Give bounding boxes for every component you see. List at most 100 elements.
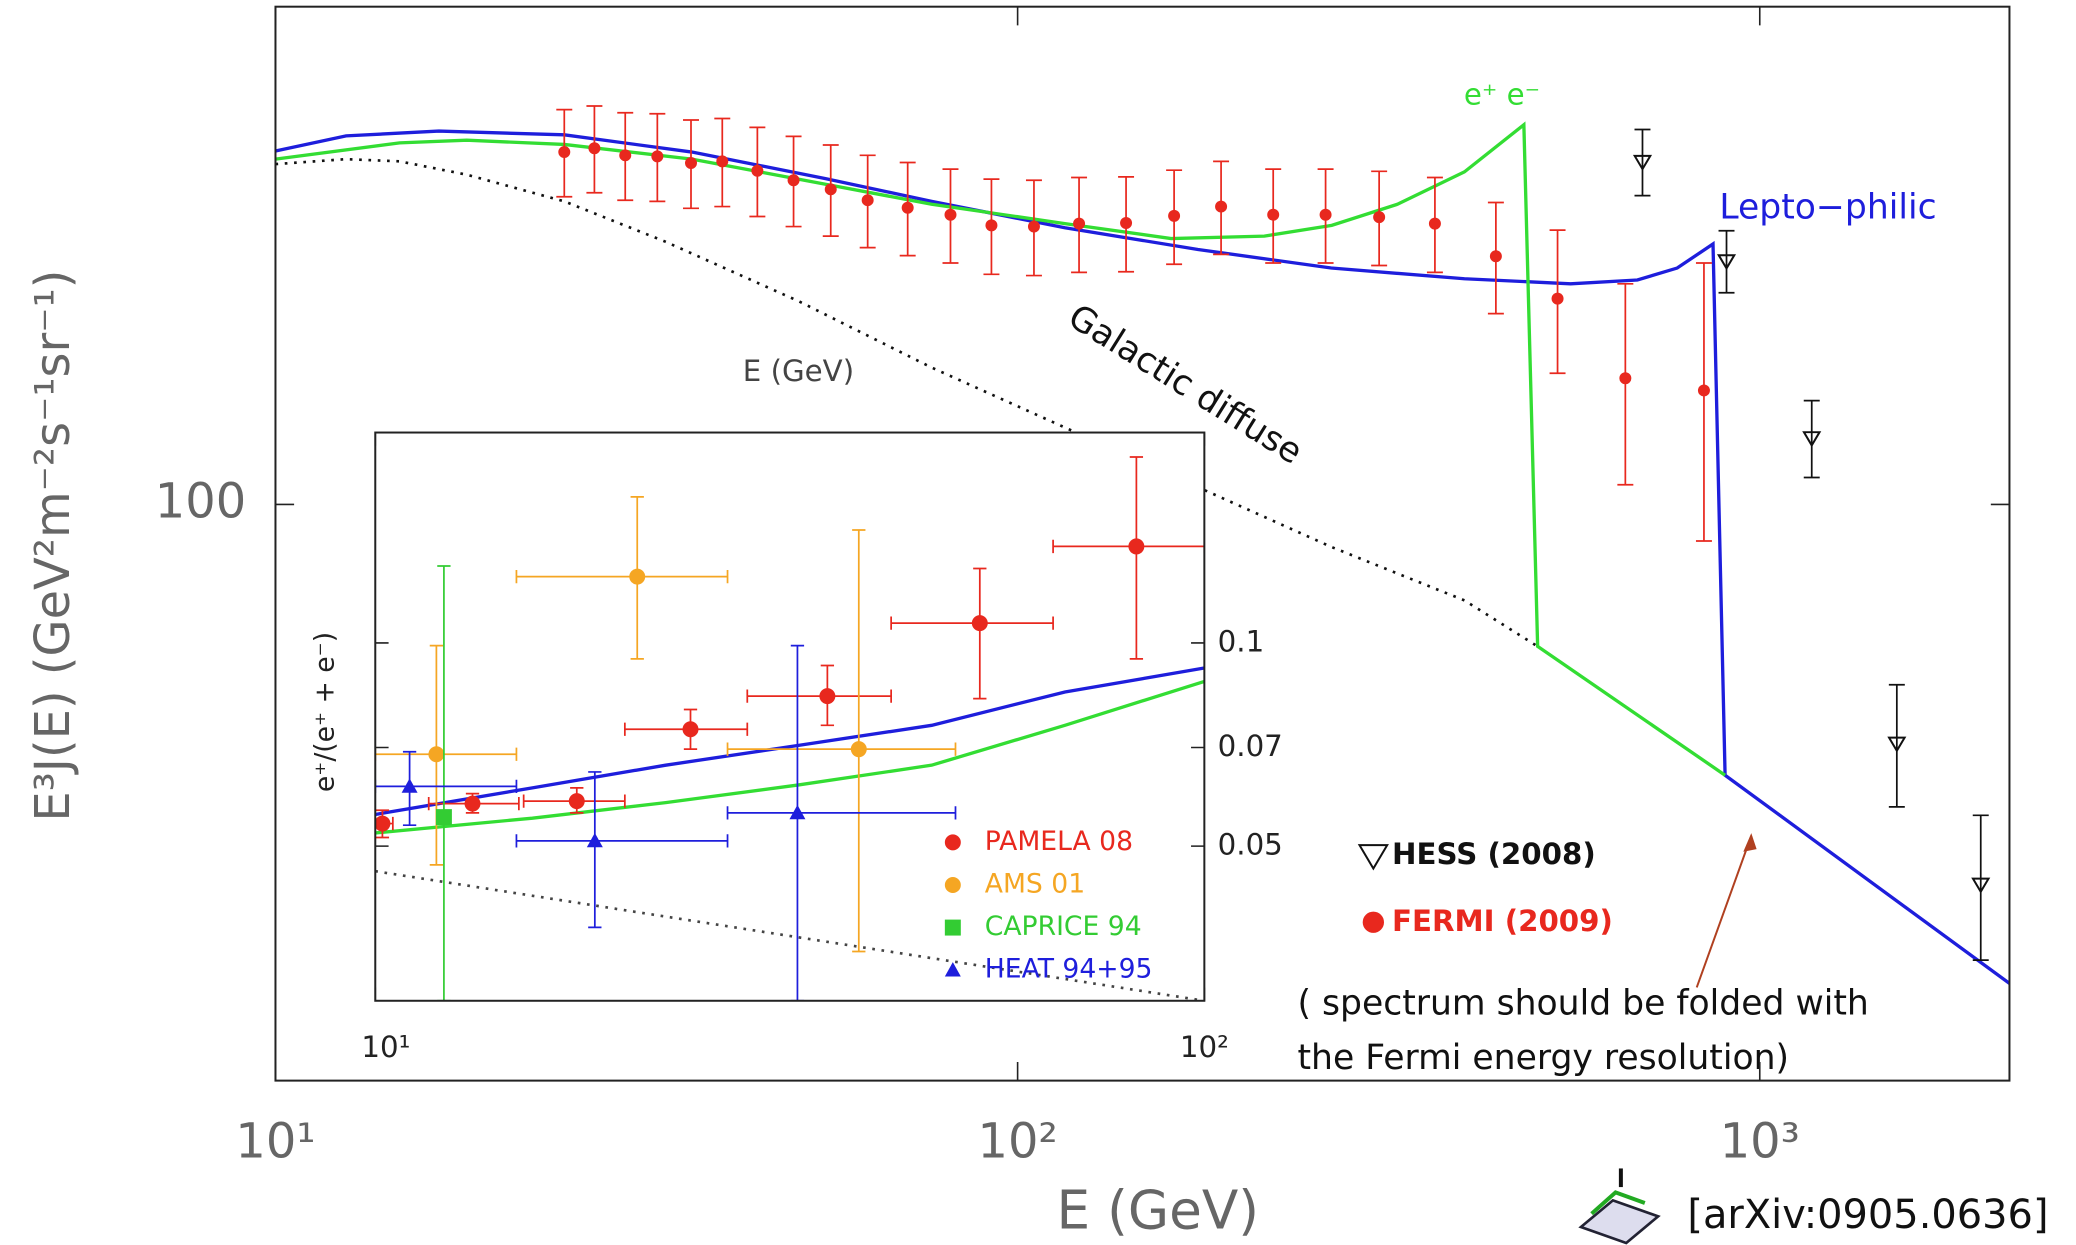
curve — [375, 869, 1205, 1001]
error-bar-x — [746, 689, 892, 703]
marker — [685, 157, 697, 169]
marker — [1551, 292, 1564, 305]
error-bar-y — [973, 567, 987, 700]
marker — [1120, 217, 1133, 229]
error-bar — [1695, 262, 1712, 542]
marker — [682, 721, 699, 738]
inset-y-axis-label: e⁺/(e⁺ + e⁻) — [310, 632, 341, 792]
arrow — [1695, 835, 1753, 988]
x-tick-label: 10¹ — [361, 1030, 410, 1064]
x-tick-label: 10² — [978, 1114, 1058, 1169]
error-bar-x — [375, 779, 518, 794]
marker — [1373, 211, 1386, 224]
marker — [1489, 250, 1502, 263]
marker — [1073, 217, 1086, 230]
marker — [850, 741, 867, 758]
legend-marker — [1362, 911, 1384, 933]
marker — [716, 155, 729, 168]
legend-marker — [944, 834, 961, 851]
marker — [568, 793, 585, 810]
y-tick-label: 0.05 — [1218, 828, 1283, 862]
marker — [861, 194, 874, 207]
marker — [1632, 154, 1653, 172]
marker — [1128, 538, 1145, 555]
error-bar-x — [726, 742, 957, 756]
marker — [1215, 200, 1228, 213]
x-tick-label: 10³ — [1720, 1114, 1800, 1169]
error-bar-y — [852, 529, 866, 953]
marker — [944, 208, 957, 221]
series-label: e⁺ e⁻ — [1464, 77, 1540, 111]
legend-label: FERMI (2009) — [1392, 904, 1613, 938]
curve — [275, 121, 1727, 777]
legend-label: PAMELA 08 — [985, 826, 1133, 857]
marker — [824, 183, 837, 196]
marker — [435, 809, 452, 826]
marker — [586, 832, 603, 848]
legend-label: AMS 01 — [985, 868, 1085, 899]
legend-marker — [944, 877, 961, 893]
marker — [588, 142, 601, 155]
marker — [787, 174, 800, 187]
curve — [375, 666, 1205, 817]
marker — [401, 778, 418, 793]
error-bar-y — [790, 644, 805, 1001]
legend-label: CAPRICE 94 — [985, 911, 1142, 942]
y-tick-label: 0.1 — [1218, 624, 1265, 658]
error-bar — [1803, 399, 1820, 479]
arrow-head — [1743, 833, 1757, 852]
legend-marker — [944, 919, 961, 936]
inset-background — [375, 432, 1205, 1001]
marker — [558, 146, 571, 159]
plot-frame — [274, 5, 2011, 1082]
annotation: the Fermi energy resolution) — [1298, 1038, 1790, 1078]
error-bar-y — [437, 565, 451, 1001]
marker — [375, 815, 391, 832]
legend-marker — [944, 962, 961, 977]
marker — [1971, 877, 1991, 894]
series-label: Lepto−philic — [1719, 187, 1936, 227]
plot-frame — [374, 431, 1206, 1002]
marker — [901, 201, 914, 214]
curve — [275, 129, 2010, 985]
marker — [1319, 208, 1332, 221]
marker — [1887, 736, 1907, 753]
error-bar-x — [726, 806, 957, 820]
book-icon — [1578, 1168, 1661, 1245]
source: [arXiv:0905.0636] — [1687, 1192, 2048, 1238]
y-axis-label: E³J(E) (GeV²m⁻²s⁻¹sr⁻¹) — [26, 270, 81, 822]
marker — [1716, 254, 1737, 271]
marker — [464, 795, 481, 812]
error-bar-y — [1129, 456, 1144, 660]
error-bar-x — [375, 747, 518, 761]
y-tick-label: 100 — [155, 474, 246, 529]
plot-area: PAMELA 08 AMS 01 CAPRICE 94 HEAT 94+95 — [375, 456, 1205, 1001]
error-bar-x — [515, 569, 729, 584]
error-bar — [1634, 128, 1651, 197]
marker — [819, 688, 836, 705]
marker — [1428, 217, 1441, 230]
error-bar-x — [515, 834, 729, 848]
x-axis-label: E (GeV) — [1057, 1179, 1259, 1241]
legend-marker — [1357, 844, 1389, 871]
marker — [1168, 209, 1181, 222]
y-tick-label: 0.07 — [1218, 729, 1283, 763]
marker — [1697, 384, 1710, 397]
error-bar-y — [588, 771, 602, 929]
error-bar — [1617, 282, 1634, 486]
marker — [789, 804, 806, 820]
marker — [1027, 220, 1040, 233]
x-tick-label: 10² — [1180, 1030, 1229, 1064]
marker — [651, 150, 664, 163]
curve — [375, 679, 1205, 835]
legend-label: HEAT 94+95 — [985, 954, 1153, 985]
marker — [985, 219, 998, 232]
marker — [751, 164, 764, 177]
marker — [1619, 372, 1632, 385]
x-tick-label: 10¹ — [235, 1114, 315, 1169]
marker — [428, 746, 445, 763]
inset-x-axis-label: E (GeV) — [743, 354, 854, 388]
marker — [971, 615, 988, 632]
